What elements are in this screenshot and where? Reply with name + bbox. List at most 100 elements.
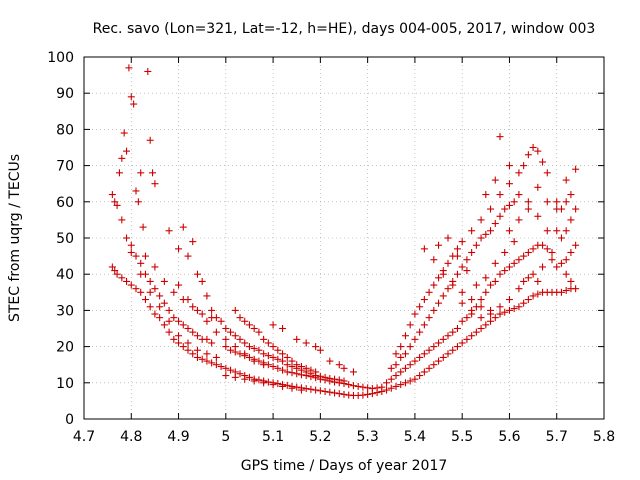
data-point: [411, 335, 419, 343]
data-point: [139, 223, 147, 231]
y-tick-label: 10: [56, 376, 74, 392]
data-point: [458, 299, 466, 307]
data-point: [208, 339, 216, 347]
y-tick-label: 30: [56, 303, 74, 319]
data-point: [458, 238, 466, 246]
data-point: [269, 381, 277, 389]
data-point: [392, 350, 400, 358]
data-point: [302, 385, 310, 393]
data-point: [312, 368, 320, 376]
data-point: [146, 136, 154, 144]
data-point: [477, 325, 485, 332]
data-point: [435, 299, 443, 307]
data-point: [198, 310, 206, 318]
data-point: [175, 281, 183, 289]
data-point: [453, 270, 461, 278]
data-point: [482, 321, 490, 329]
data-point: [236, 314, 244, 322]
data-point: [406, 377, 414, 385]
data-point: [510, 198, 518, 206]
data-point: [515, 303, 523, 311]
data-point: [340, 364, 348, 372]
data-point: [534, 147, 542, 155]
data-point: [515, 169, 523, 177]
data-point: [425, 364, 433, 372]
data-point: [430, 343, 438, 351]
data-point: [146, 288, 154, 296]
data-point: [111, 267, 119, 275]
data-point: [269, 363, 277, 371]
data-point: [307, 366, 315, 374]
data-point: [245, 343, 253, 351]
data-point: [222, 372, 230, 380]
data-point: [387, 364, 395, 372]
data-point: [505, 227, 513, 235]
data-point: [123, 147, 131, 155]
data-point: [184, 252, 192, 260]
data-point: [468, 296, 476, 304]
data-point: [212, 328, 220, 336]
data-point: [420, 321, 428, 329]
data-point: [401, 332, 409, 340]
x-tick-label: 5.1: [262, 429, 284, 445]
data-point: [293, 383, 301, 391]
grid: [84, 57, 604, 419]
data-point: [482, 274, 490, 282]
data-point: [430, 361, 438, 369]
data-point: [463, 314, 471, 322]
data-point: [108, 263, 116, 271]
data-point: [193, 306, 201, 314]
data-point: [179, 343, 187, 351]
data-point: [274, 364, 282, 372]
data-point: [553, 263, 561, 271]
data-point: [416, 353, 424, 361]
data-point: [477, 303, 485, 311]
data-point: [245, 353, 253, 361]
data-point: [435, 357, 443, 365]
data-point: [151, 310, 159, 318]
data-point: [482, 191, 490, 199]
data-point: [108, 191, 116, 199]
data-point: [156, 303, 164, 311]
data-point: [463, 335, 471, 343]
data-point: [331, 389, 339, 397]
data-point: [562, 198, 570, 206]
data-point: [562, 176, 570, 184]
data-point: [189, 303, 197, 311]
y-tick-label: 20: [56, 340, 74, 356]
data-point: [264, 352, 272, 360]
data-point: [383, 386, 391, 394]
data-point: [227, 328, 235, 336]
data-point: [165, 306, 173, 314]
data-point: [444, 259, 452, 267]
x-tick-label: 5.7: [546, 429, 568, 445]
data-point: [520, 252, 528, 260]
data-point: [326, 388, 334, 396]
data-point: [170, 314, 178, 322]
data-point: [340, 377, 348, 385]
data-point: [274, 380, 282, 388]
data-point: [515, 256, 523, 264]
data-point: [354, 382, 362, 390]
data-point: [567, 216, 575, 224]
data-point: [160, 299, 168, 307]
data-point: [411, 310, 419, 318]
data-point: [548, 248, 556, 256]
data-point: [524, 296, 532, 304]
data-point: [435, 241, 443, 249]
data-point: [406, 361, 414, 369]
data-point: [453, 343, 461, 351]
data-point: [241, 317, 249, 325]
data-point: [472, 241, 480, 249]
data-point: [529, 245, 537, 253]
data-point: [127, 281, 135, 289]
data-point: [401, 364, 409, 372]
data-point: [212, 353, 220, 361]
axis-ticks: [83, 56, 605, 420]
data-point: [189, 328, 197, 336]
data-point: [520, 277, 528, 285]
data-point: [496, 303, 504, 311]
data-point: [260, 361, 268, 369]
data-point: [449, 281, 457, 289]
data-point: [118, 154, 126, 162]
